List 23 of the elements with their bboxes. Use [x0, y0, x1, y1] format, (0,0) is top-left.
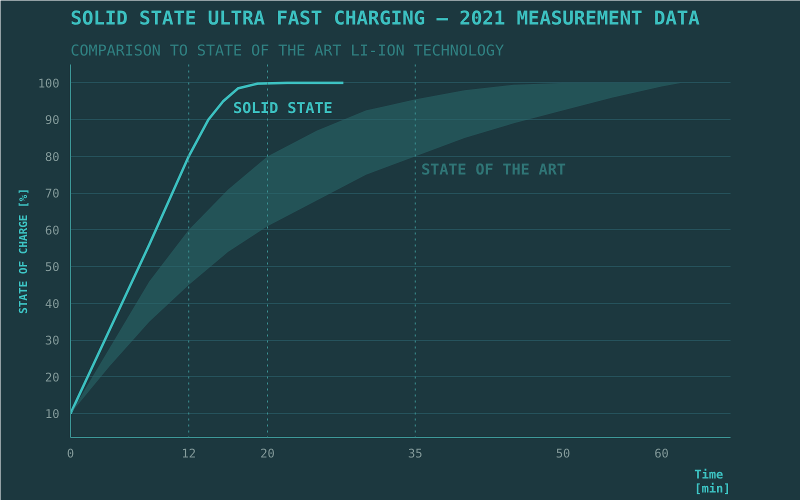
y-tick-label: 10 — [45, 407, 60, 422]
series-label: SOLID STATE — [233, 99, 333, 118]
x-tick-label: 60 — [654, 446, 669, 460]
line-series — [70, 82, 345, 415]
chart-title: SOLID STATE ULTRA FAST CHARGING – 2021 MEASUREMENT DATA — [70, 8, 700, 30]
legend-label: STATE OF THE ART — [421, 160, 566, 178]
x-tick-label: 35 — [408, 446, 423, 460]
y-tick-label: 50 — [45, 260, 60, 274]
x-tick-label: 12 — [181, 446, 196, 460]
y-tick-label: 60 — [45, 223, 60, 238]
y-axis-title: STATE OF CHARGE [%] — [16, 188, 30, 314]
x-tick-label: 20 — [260, 446, 275, 460]
y-tick-label: 30 — [45, 334, 60, 348]
x-tick-label: 50 — [556, 446, 570, 460]
y-tick-label: 20 — [45, 370, 60, 384]
x-tick-label: 0 — [66, 446, 74, 460]
y-tick-label: 90 — [45, 113, 60, 128]
chart-subtitle: COMPARISON TO STATE OF THE ART LI-ION TECHNOLOGY — [70, 42, 504, 60]
x-axis-title: Time [min] — [694, 468, 730, 496]
y-tick-label: 100 — [38, 76, 60, 90]
y-tick-label: 80 — [45, 150, 60, 164]
y-tick-label: 70 — [45, 186, 60, 201]
y-tick-label: 40 — [45, 296, 60, 311]
